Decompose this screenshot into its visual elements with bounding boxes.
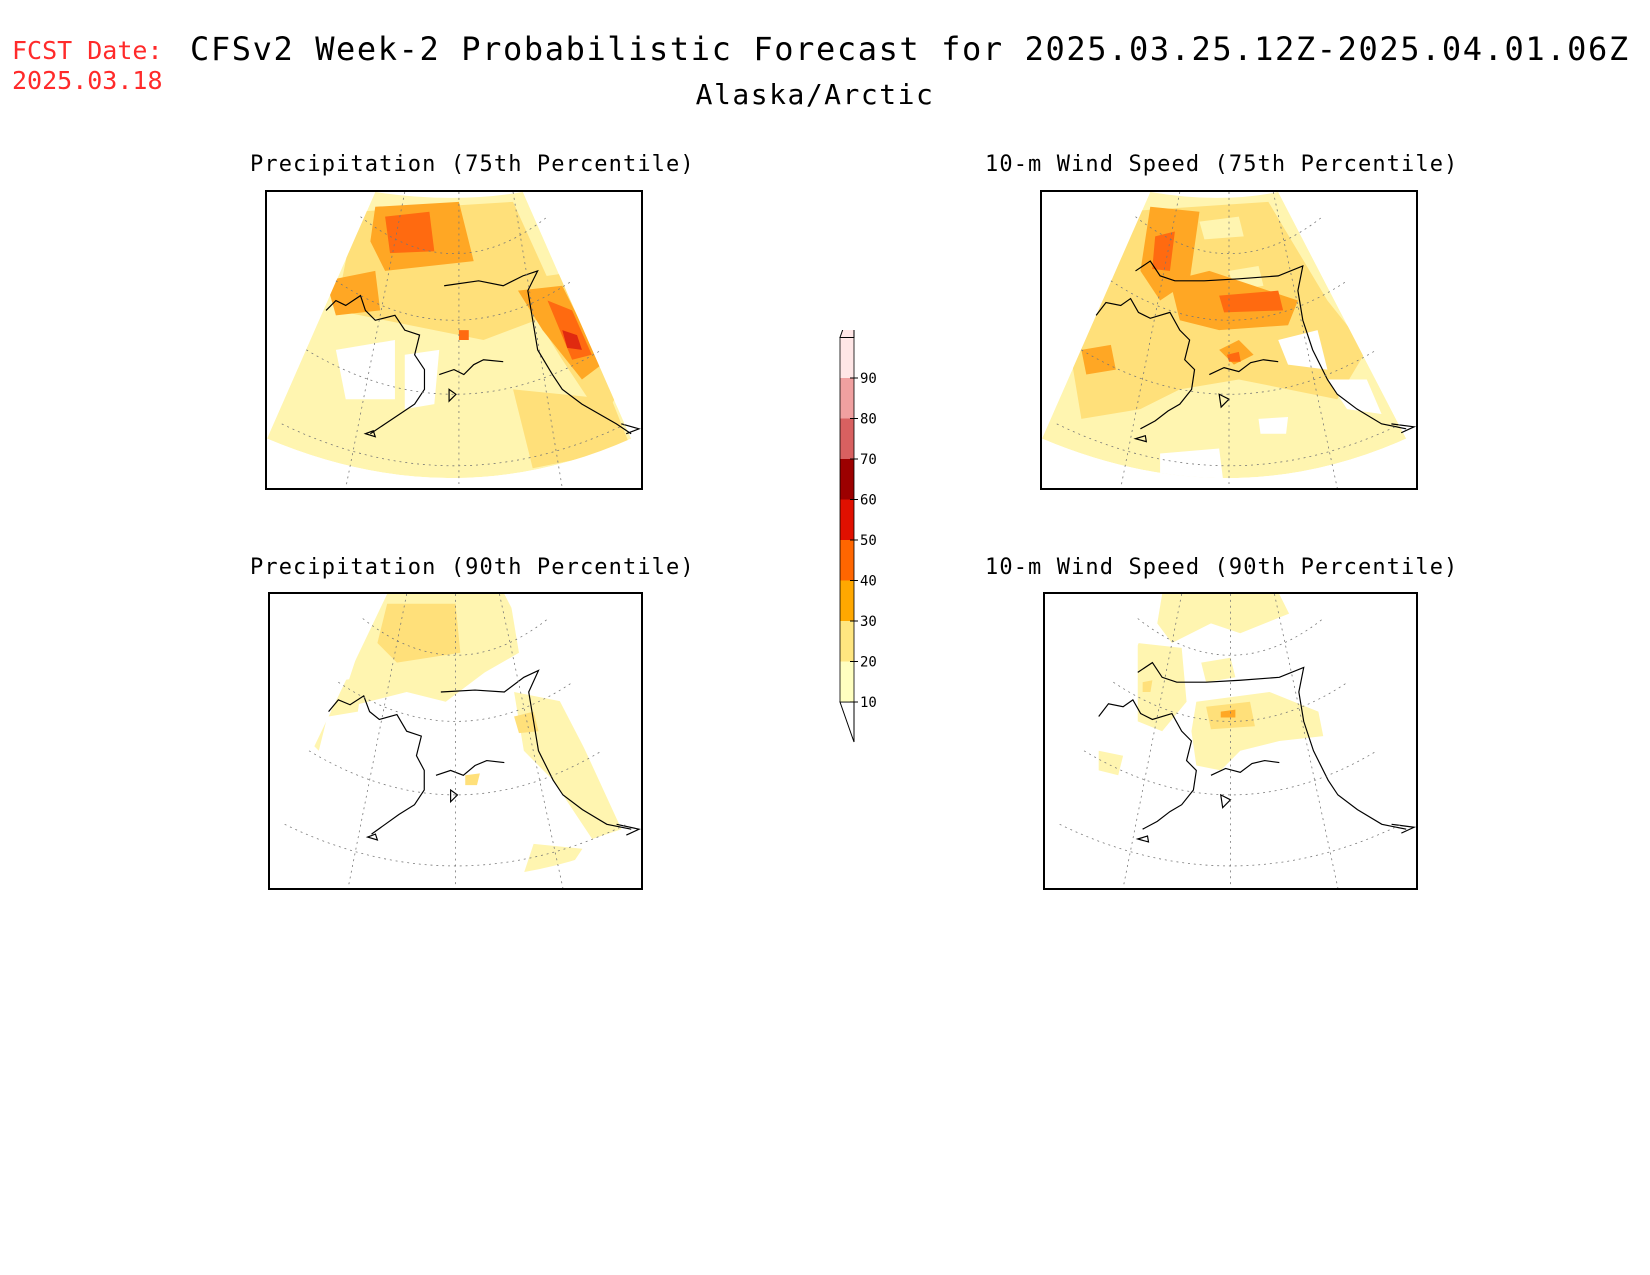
- main-title: CFSv2 Week-2 Probabilistic Forecast for …: [190, 30, 1630, 68]
- colorbar-tick-label: 40: [860, 574, 877, 590]
- region-subtitle: Alaska/Arctic: [695, 78, 935, 111]
- colorbar-tick-label: 90: [860, 371, 877, 387]
- map-wind-75: [1040, 190, 1418, 490]
- probability-colorbar: 10 20 30 40 50 60 70 80 90: [800, 297, 880, 750]
- colorbar-segment: [840, 621, 854, 662]
- colorbar-tick-label: 30: [860, 614, 877, 630]
- colorbar-upper-extension: [839, 297, 855, 338]
- map-wind-90: [1043, 592, 1418, 890]
- panel-title-wind-90: 10-m Wind Speed (90th Percentile): [985, 555, 1459, 580]
- colorbar-segment: [840, 580, 854, 621]
- colorbar-segment: [840, 661, 854, 702]
- map-precip-75: [265, 190, 643, 490]
- colorbar-tick-label: 60: [860, 493, 877, 509]
- map-precip-90: [268, 592, 643, 890]
- colorbar-tick-label: 70: [860, 452, 877, 468]
- colorbar-segment: [840, 459, 854, 500]
- colorbar-segment: [840, 378, 854, 419]
- panel-title-wind-75: 10-m Wind Speed (75th Percentile): [985, 152, 1459, 177]
- forecast-date-label: FCST Date: 2025.03.18: [12, 36, 163, 95]
- colorbar-tick-label: 20: [860, 655, 877, 671]
- colorbar-segment: [840, 499, 854, 540]
- colorbar-lower-extension: [839, 701, 855, 743]
- colorbar-tick-label: 50: [860, 533, 877, 549]
- colorbar-outline: [839, 337, 855, 703]
- colorbar-segment: [840, 540, 854, 581]
- panel-title-precip-90: Precipitation (90th Percentile): [250, 555, 695, 580]
- colorbar-segment: [840, 337, 854, 378]
- colorbar-segment: [840, 418, 854, 459]
- colorbar-tick-label: 80: [860, 412, 877, 428]
- colorbar-tick-label: 10: [860, 695, 877, 711]
- colorbar-svg: 10 20 30 40 50 60 70 80 90: [839, 297, 877, 743]
- panel-title-precip-75: Precipitation (75th Percentile): [250, 152, 695, 177]
